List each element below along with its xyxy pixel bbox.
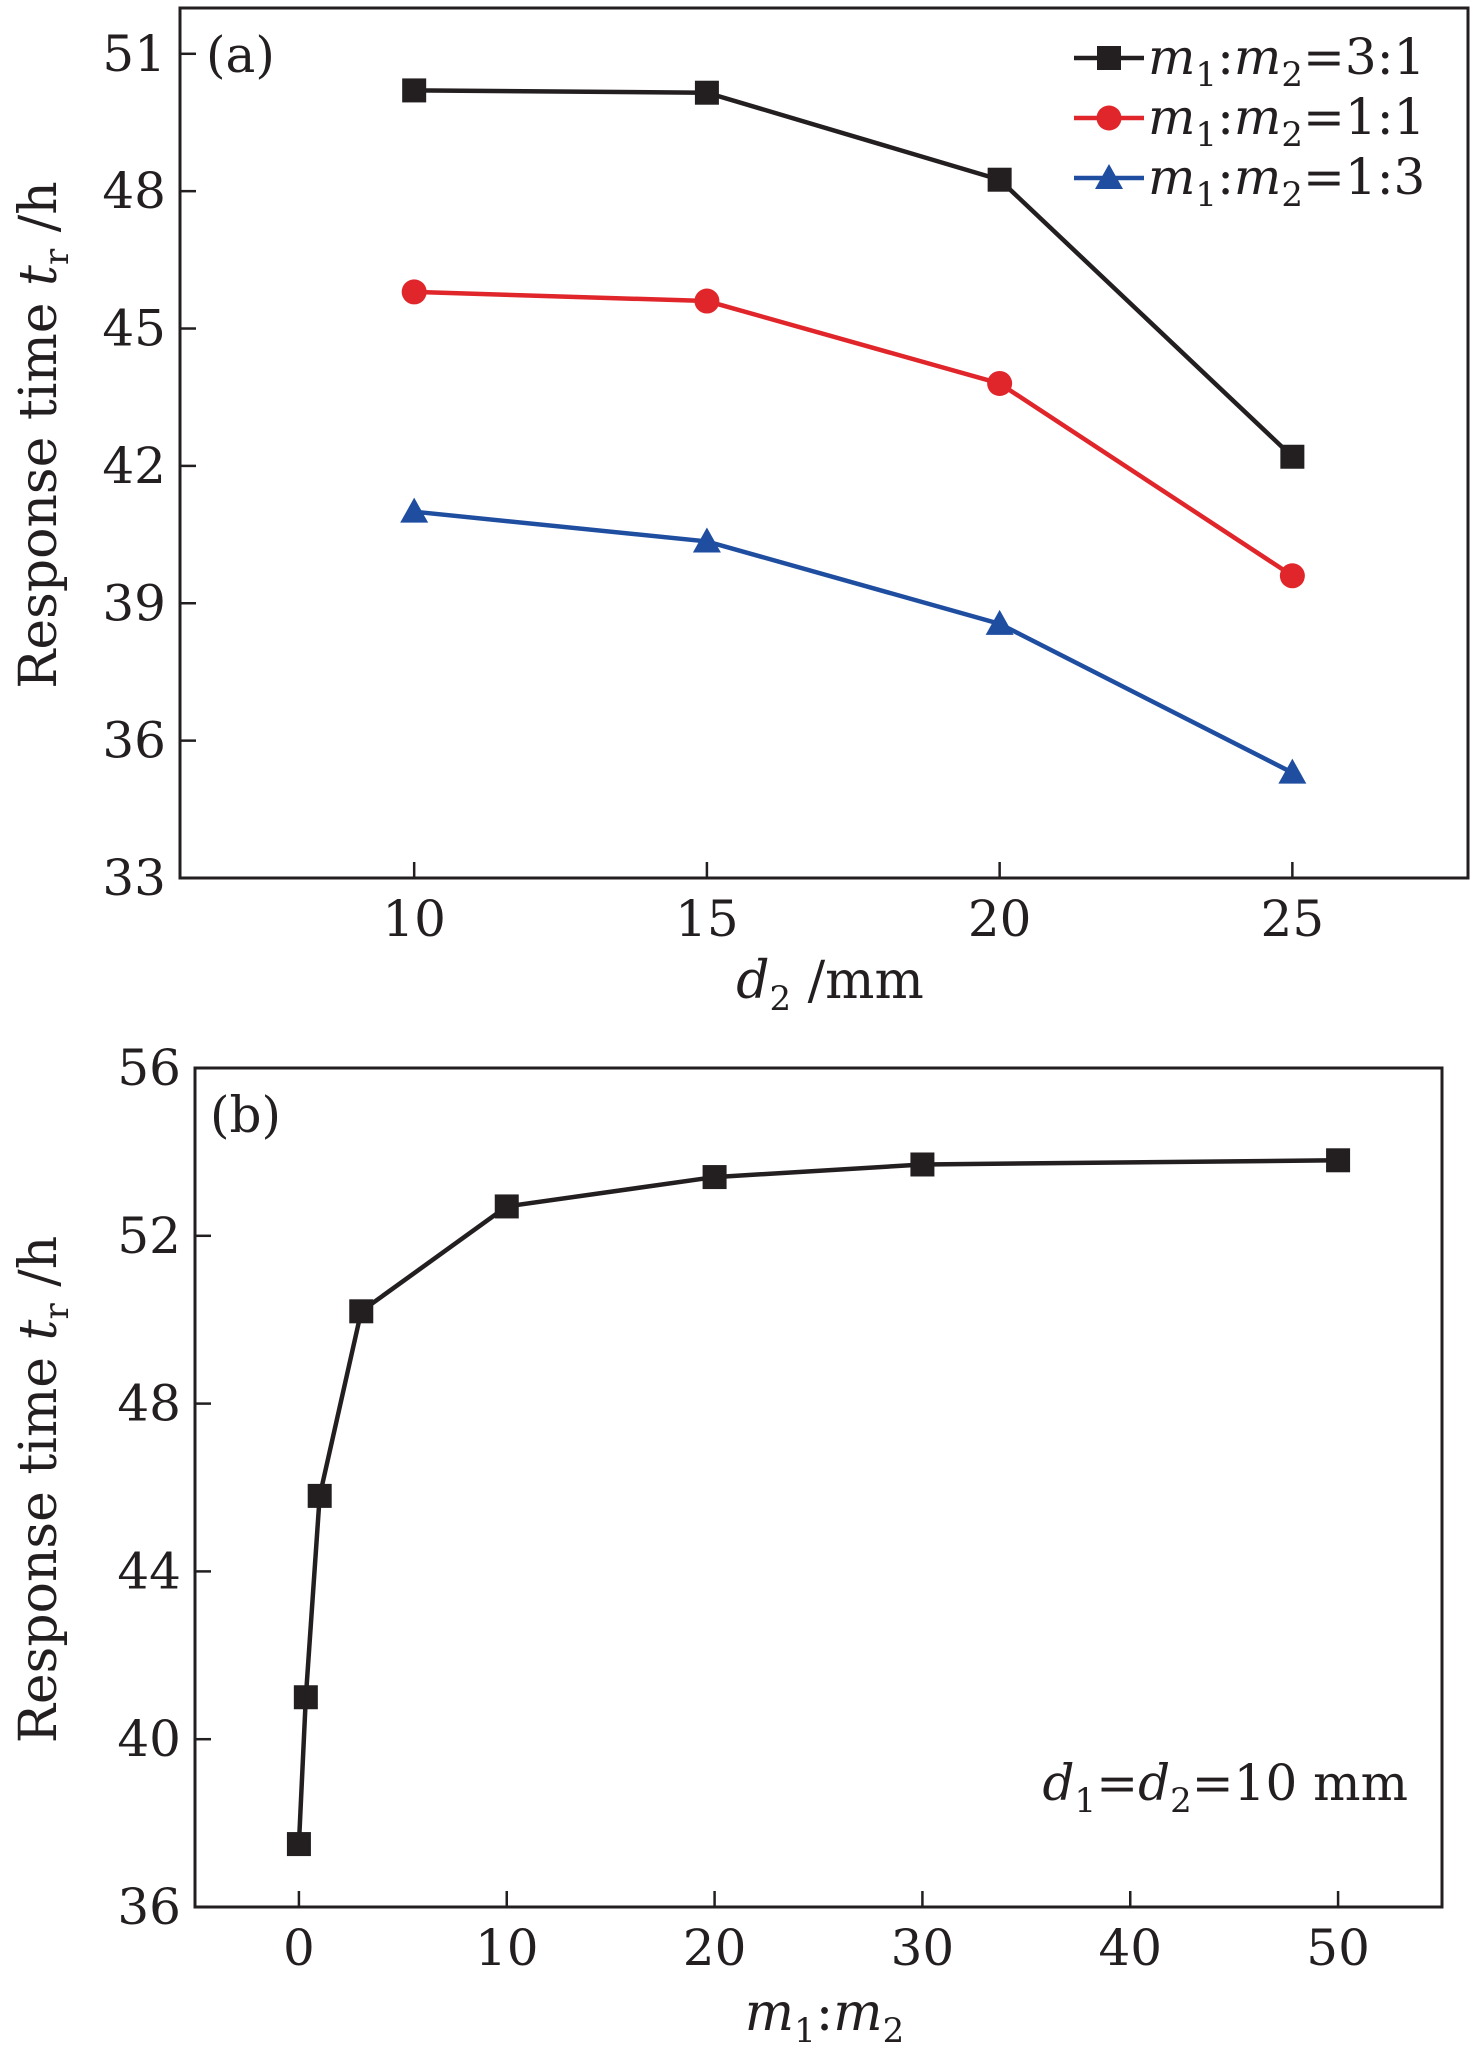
x-tick-label: 10 (475, 1919, 539, 1977)
data-point (1326, 1148, 1351, 1173)
y-tick-label: 52 (117, 1207, 181, 1265)
legend-item: m1:m2=3:1 (1074, 28, 1425, 95)
x-tick-label: 20 (968, 890, 1032, 948)
legend-label: m1:m2=1:1 (1148, 88, 1425, 155)
y-tick-label: 51 (102, 25, 166, 83)
x-axis-title: d2 /mm (736, 951, 924, 1019)
y-tick-label: 42 (102, 437, 166, 495)
plot-frame (178, 6, 1470, 880)
legend-marker (1096, 105, 1122, 131)
x-tick-label: 50 (1306, 1919, 1370, 1977)
y-tick-label: 44 (117, 1542, 181, 1600)
y-tick-label: 36 (117, 1878, 181, 1936)
y-tick-label: 48 (102, 162, 166, 220)
x-tick-label: 40 (1098, 1919, 1162, 1977)
data-point (910, 1152, 935, 1177)
data-point (401, 279, 427, 305)
y-tick-label: 40 (117, 1710, 181, 1768)
series-1 (402, 78, 1305, 469)
data-point (400, 497, 429, 523)
data-point (694, 288, 720, 314)
panel-label-b: (b) (210, 1086, 281, 1144)
legend-marker (1097, 46, 1121, 70)
chart-panel-a: 10 15 20 25 33 36 39 42 45 48 51 d2 /mm Response tim… (9, 6, 1470, 1019)
data-point (1280, 444, 1305, 469)
series-line (296, 1158, 1339, 1845)
series-3 (400, 497, 1307, 784)
legend: m1:m2=3:1m1:m2=1:1m1:m2=1:3 (1074, 28, 1425, 215)
y-tick-label: 36 (102, 712, 166, 770)
data-point (293, 1685, 318, 1710)
chart-panel-b: 0 10 20 30 40 50 36 40 44 48 52 56 m1:m2 Response tim… (9, 1039, 1444, 2051)
series-line (413, 509, 1294, 775)
y-tick-label: 33 (102, 849, 166, 907)
y-axis-title: Response time tr /h (9, 1236, 77, 1744)
x-tick-label: 20 (683, 1919, 747, 1977)
data-point (349, 1299, 374, 1324)
legend-item: m1:m2=1:3 (1074, 148, 1425, 215)
y-tick-label: 48 (117, 1375, 181, 1433)
x-tick-label: 0 (283, 1919, 315, 1977)
x-tick-label: 25 (1261, 890, 1325, 948)
data-point (1279, 563, 1305, 589)
series-1 (286, 1148, 1351, 1857)
data-point (985, 609, 1014, 635)
data-point (402, 78, 427, 103)
series-2 (401, 279, 1305, 589)
y-tick-label: 56 (117, 1039, 181, 1097)
data-point (1278, 758, 1307, 784)
legend-marker (1095, 164, 1123, 189)
legend-label: m1:m2=1:3 (1148, 148, 1425, 215)
series-line (414, 88, 1294, 459)
y-tick-label: 45 (102, 300, 166, 358)
y-tick-label: 39 (102, 574, 166, 632)
x-tick-label: 10 (382, 890, 446, 948)
panel-label-a: (a) (206, 26, 275, 84)
x-tick-label: 15 (675, 890, 739, 948)
data-point (694, 80, 719, 105)
x-tick-label: 30 (891, 1919, 955, 1977)
data-point (987, 370, 1013, 396)
data-point (307, 1483, 332, 1508)
legend-item: m1:m2=1:1 (1074, 88, 1425, 155)
legend-label: m1:m2=3:1 (1148, 28, 1425, 95)
data-point (692, 527, 721, 553)
x-axis-title: m1:m2 (745, 1983, 904, 2051)
data-point (286, 1832, 311, 1857)
data-point (494, 1194, 519, 1219)
data-point (702, 1165, 727, 1190)
plot-frame (193, 1066, 1444, 1909)
condition-annotation: d1=d2=10 mm (1043, 1754, 1408, 1821)
y-axis-title: Response time tr /h (9, 181, 77, 689)
series-line (414, 289, 1294, 578)
data-point (987, 167, 1012, 192)
